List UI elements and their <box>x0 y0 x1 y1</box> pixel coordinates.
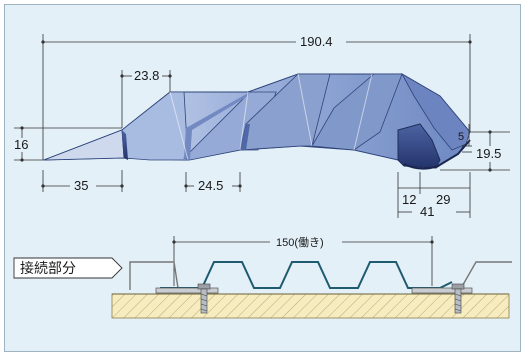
connection-label-tag <box>13 257 123 279</box>
dim-hook-29: 29 <box>436 192 450 207</box>
panel-left-edge <box>43 129 125 161</box>
panel-rib-3-wall <box>240 124 250 150</box>
dim-hook-12: 12 <box>402 192 416 207</box>
screw-left <box>197 283 211 314</box>
panel-creases <box>169 73 373 161</box>
substrate <box>111 293 510 319</box>
panel-rib-1-wall <box>122 130 128 160</box>
dim-edge-width: 35 <box>74 178 88 193</box>
screw-right <box>451 283 465 314</box>
panel-hook <box>397 123 441 169</box>
dim-height-left: 16 <box>14 137 28 152</box>
dim-overall-width: 190.4 <box>300 34 333 49</box>
panel-rib-1 <box>121 91 189 161</box>
clip-left <box>155 287 219 294</box>
panel-hook-edge <box>403 139 471 170</box>
dimension-lines <box>14 34 510 286</box>
panel-hook-lip <box>400 72 471 151</box>
dim-lip: 5 <box>458 131 464 143</box>
dim-working-width: 150(働き) <box>276 236 324 249</box>
adjacent-sheet-left <box>129 261 200 290</box>
dimension-ticks <box>20 40 492 244</box>
clip-right <box>411 287 473 294</box>
dim-valley-width: 24.5 <box>198 178 223 193</box>
dim-crest-width: 23.8 <box>134 68 159 83</box>
connection-label: 接続部分 <box>20 260 76 277</box>
dim-height-right: 19.5 <box>476 146 501 161</box>
dim-hook-41: 41 <box>420 204 434 219</box>
connection-detail: 接続部分 <box>13 257 512 319</box>
roof-panel-3d <box>43 72 471 170</box>
panel-rib-2-wall <box>184 92 250 160</box>
profile-section <box>160 261 453 289</box>
